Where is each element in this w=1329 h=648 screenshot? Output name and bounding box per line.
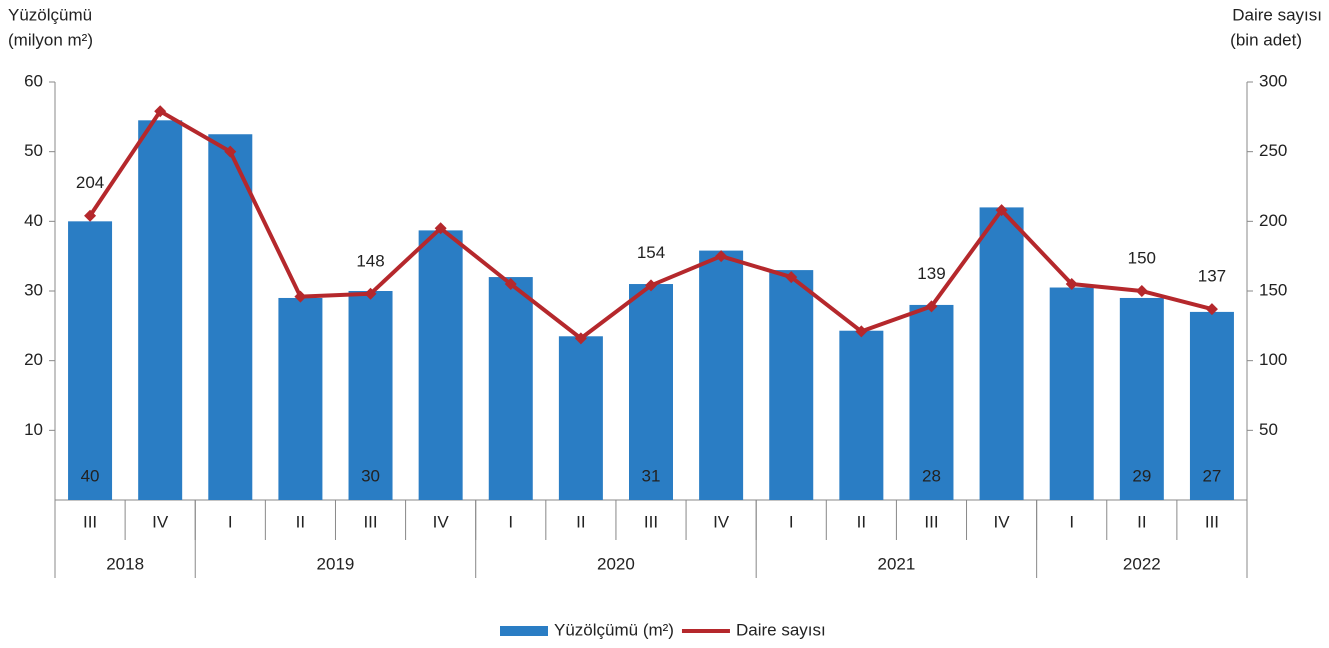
marker <box>294 290 307 303</box>
bar <box>629 284 673 500</box>
group-label: 2022 <box>1123 554 1161 573</box>
x-tick-label: III <box>363 512 377 531</box>
marker <box>84 209 97 222</box>
legend-label: Daire sayısı <box>736 620 826 639</box>
y2-tick-label: 100 <box>1259 350 1287 369</box>
x-tick-label: III <box>644 512 658 531</box>
y2-tick-label: 250 <box>1259 141 1287 160</box>
y-tick-label: 30 <box>24 280 43 299</box>
data-label: 31 <box>642 466 661 485</box>
data-label: 139 <box>917 264 945 283</box>
bar <box>558 336 603 500</box>
marker <box>434 222 447 235</box>
y-tick-label: 20 <box>24 350 43 369</box>
group-label: 2019 <box>317 554 355 573</box>
marker <box>925 300 938 313</box>
marker <box>504 278 517 291</box>
data-label: 150 <box>1128 248 1156 267</box>
legend-swatch <box>500 626 548 636</box>
marker <box>1205 303 1218 316</box>
marker <box>855 325 868 338</box>
x-tick-label: II <box>296 512 305 531</box>
group-label: 2020 <box>597 554 635 573</box>
bar <box>138 120 183 501</box>
y2-axis-label: (bin adet) <box>1230 30 1302 49</box>
data-label: 40 <box>81 466 100 485</box>
bar <box>488 277 533 500</box>
bar <box>769 270 814 500</box>
bar <box>68 221 113 501</box>
bar <box>1189 311 1234 500</box>
bar <box>1119 297 1164 500</box>
marker <box>1065 278 1078 291</box>
data-label: 27 <box>1202 466 1221 485</box>
y2-tick-label: 300 <box>1259 71 1287 90</box>
bar <box>699 250 744 500</box>
marker <box>1135 285 1148 297</box>
x-tick-label: III <box>924 512 938 531</box>
bar <box>418 230 463 500</box>
bar <box>278 297 323 500</box>
y-tick-label: 60 <box>24 71 43 90</box>
y-axis-label: (milyon m²) <box>8 30 93 49</box>
y2-tick-label: 200 <box>1259 211 1287 230</box>
marker <box>645 279 657 292</box>
marker <box>224 145 237 158</box>
data-label: 30 <box>361 466 380 485</box>
x-tick-label: I <box>228 512 233 531</box>
data-label: 148 <box>356 251 384 270</box>
x-tick-label: III <box>83 512 97 531</box>
y-tick-label: 50 <box>24 141 43 160</box>
bar <box>1049 287 1094 500</box>
y-tick-label: 40 <box>24 211 43 230</box>
y2-tick-label: 50 <box>1259 420 1278 439</box>
marker <box>154 105 167 118</box>
y-tick-label: 10 <box>24 420 43 439</box>
x-tick-label: IV <box>713 512 730 531</box>
bar <box>208 134 253 500</box>
x-tick-label: I <box>1069 512 1074 531</box>
x-tick-label: IV <box>433 512 450 531</box>
data-label: 154 <box>637 243 665 262</box>
y2-tick-label: 150 <box>1259 280 1287 299</box>
y2-axis-label: Daire sayısı <box>1232 5 1322 24</box>
legend-label: Yüzölçümü (m²) <box>554 620 674 639</box>
data-label: 28 <box>922 466 941 485</box>
group-label: 2018 <box>106 554 144 573</box>
data-label: 204 <box>76 173 104 192</box>
x-tick-label: I <box>508 512 513 531</box>
bar <box>348 291 393 500</box>
x-tick-label: IV <box>994 512 1011 531</box>
y-axis-label: Yüzölçümü <box>8 5 92 24</box>
x-tick-label: II <box>1137 512 1146 531</box>
x-tick-label: II <box>857 512 866 531</box>
x-tick-label: III <box>1205 512 1219 531</box>
bar <box>839 330 884 500</box>
data-label: 29 <box>1132 466 1151 485</box>
bar <box>979 207 1024 500</box>
marker <box>715 250 728 263</box>
marker <box>785 271 798 284</box>
x-tick-label: II <box>576 512 585 531</box>
marker <box>995 204 1008 217</box>
x-tick-label: I <box>789 512 794 531</box>
data-label: 137 <box>1198 267 1226 286</box>
marker <box>364 287 377 300</box>
bar <box>909 304 954 500</box>
marker <box>574 332 587 345</box>
x-tick-label: IV <box>152 512 169 531</box>
group-label: 2021 <box>877 554 915 573</box>
